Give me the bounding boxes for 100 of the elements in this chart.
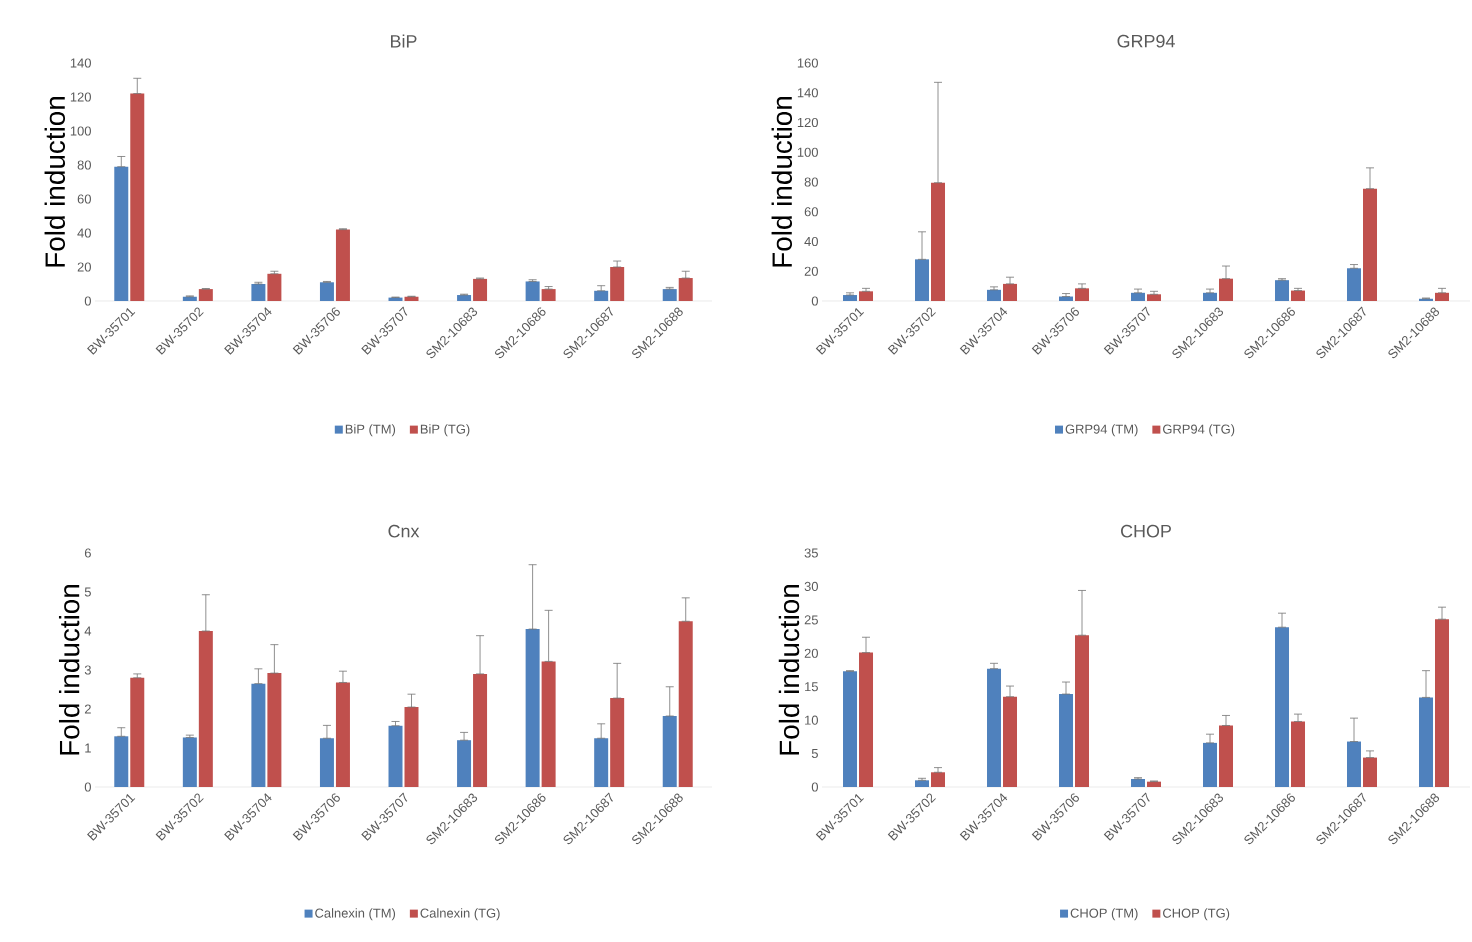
bar — [319, 282, 334, 301]
y-tick-label: 120 — [70, 92, 91, 102]
y-tick-label: 80 — [77, 160, 91, 170]
y-tick-label: 5 — [811, 749, 818, 759]
legend-label: GRP94 (TM) — [1065, 424, 1138, 437]
bar — [915, 780, 930, 787]
legend-label: BiP (TG) — [420, 424, 470, 437]
y-tick-label: 0 — [84, 296, 91, 306]
y-tick-label: 10 — [805, 715, 818, 725]
y-tick-label: 0 — [811, 782, 818, 792]
bar — [987, 289, 1002, 301]
y-tick-label: 160 — [797, 58, 818, 68]
y-tick-label: 40 — [804, 236, 818, 247]
legend-label: CHOP (TG) — [1163, 908, 1230, 921]
y-tick-label: 35 — [804, 548, 818, 558]
bar — [594, 290, 609, 301]
bar — [1347, 268, 1362, 301]
y-tick-label: 1 — [85, 743, 91, 753]
bar — [335, 682, 350, 787]
y-tick-label: 60 — [804, 207, 818, 217]
bar — [1147, 781, 1161, 787]
bar — [1203, 742, 1218, 787]
legend-label: BiP (TM) — [345, 424, 396, 437]
bar — [1363, 757, 1377, 787]
bar — [1131, 778, 1146, 787]
bar — [987, 668, 1002, 787]
bar — [404, 707, 419, 787]
chart-title: GRP94 — [1117, 34, 1175, 48]
bar — [859, 652, 874, 787]
bar — [843, 295, 858, 301]
bar — [473, 278, 488, 301]
y-axis-title: Fold induction — [771, 97, 793, 267]
bar — [1419, 697, 1434, 787]
bar — [1291, 721, 1305, 787]
legend-label: CHOP (TM) — [1070, 908, 1138, 921]
bar — [1219, 278, 1233, 301]
y-axis-title: Fold induction — [44, 97, 66, 267]
bar — [931, 182, 945, 301]
legend-label: GRP94 (TG) — [1163, 424, 1235, 437]
bar — [1347, 741, 1362, 787]
bar — [931, 772, 945, 787]
y-tick-label: 120 — [797, 117, 818, 128]
bar — [662, 716, 677, 787]
bar — [198, 631, 213, 787]
y-tick-label: 140 — [70, 58, 91, 68]
bar — [114, 166, 129, 301]
bar — [251, 683, 266, 787]
y-tick-label: 140 — [797, 88, 818, 98]
chart-title: BiP — [391, 34, 417, 48]
bar — [1059, 694, 1074, 787]
bar — [198, 289, 213, 301]
y-axis-title: Fold induction — [58, 585, 80, 755]
chart-title: Cnx — [388, 524, 420, 538]
y-tick-label: 0 — [811, 296, 818, 306]
bar — [1275, 280, 1290, 301]
bar — [1075, 288, 1089, 301]
y-tick-label: 80 — [804, 177, 818, 187]
bar — [662, 289, 677, 301]
y-tick-label: 20 — [804, 266, 818, 276]
y-tick-label: 100 — [797, 147, 818, 157]
y-tick-label: 20 — [804, 648, 818, 658]
bar — [525, 281, 540, 301]
bar — [1363, 188, 1377, 301]
bar — [541, 661, 556, 787]
y-tick-label: 2 — [84, 704, 91, 714]
bar — [251, 283, 266, 301]
y-tick-label: 25 — [804, 615, 818, 625]
bar — [1291, 290, 1305, 301]
bar — [267, 673, 282, 787]
bar — [457, 740, 472, 787]
bar — [541, 289, 556, 301]
bar — [525, 629, 540, 787]
bar — [678, 621, 693, 787]
bar — [1219, 725, 1233, 787]
bar — [114, 736, 129, 787]
bar — [130, 93, 145, 301]
y-tick-label: 30 — [804, 581, 818, 592]
bar — [1003, 283, 1017, 301]
chart-title: CHOP — [1121, 524, 1171, 538]
bar — [610, 698, 625, 787]
y-tick-label: 5 — [84, 587, 91, 597]
bar — [1147, 294, 1161, 301]
bar — [859, 291, 874, 301]
y-tick-label: 0 — [84, 782, 91, 792]
bar — [457, 295, 472, 301]
bar — [1275, 627, 1290, 787]
bar — [335, 229, 350, 301]
y-tick-label: 3 — [84, 665, 91, 675]
bar — [1003, 696, 1017, 787]
y-tick-label: 100 — [70, 126, 91, 136]
y-tick-label: 4 — [84, 626, 92, 636]
bar — [915, 259, 930, 301]
bar — [1435, 292, 1449, 301]
y-tick-label: 6 — [84, 548, 91, 558]
bar — [843, 671, 858, 787]
y-tick-label: 15 — [805, 682, 818, 692]
y-tick-label: 40 — [77, 228, 91, 238]
bar — [388, 725, 403, 787]
bar — [594, 738, 609, 787]
bar — [678, 278, 693, 301]
